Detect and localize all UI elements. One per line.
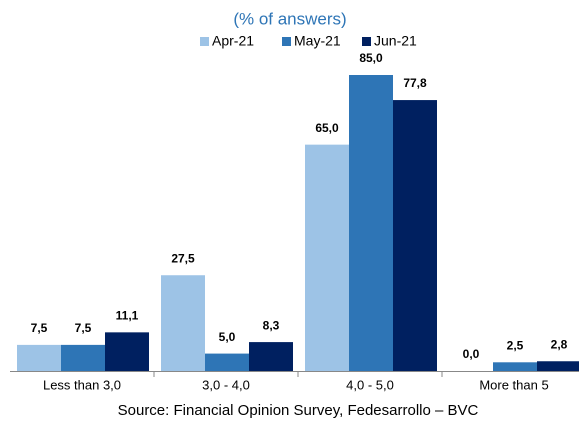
bar xyxy=(393,100,437,372)
data-label: 7,5 xyxy=(75,321,92,335)
data-label: 27,5 xyxy=(171,251,195,265)
data-label: 85,0 xyxy=(359,51,383,65)
bar xyxy=(61,344,105,371)
bar xyxy=(349,75,393,371)
data-label: 65,0 xyxy=(315,121,339,135)
bar xyxy=(537,361,579,371)
legend-label: Apr-21 xyxy=(212,33,254,49)
chart-subtitle: (% of answers) xyxy=(233,9,346,28)
data-label: 8,3 xyxy=(263,318,280,332)
bar xyxy=(105,332,149,371)
legend-swatch xyxy=(362,37,371,46)
bar xyxy=(493,362,537,371)
legend-swatch xyxy=(282,37,291,46)
x-tick-label: More than 5 xyxy=(479,377,548,392)
legend-label: Jun-21 xyxy=(374,33,417,49)
data-label: 2,8 xyxy=(551,337,568,351)
data-label: 11,1 xyxy=(116,309,139,323)
bar xyxy=(249,342,293,371)
data-label: 77,8 xyxy=(403,76,427,90)
data-label: 0,0 xyxy=(463,347,480,361)
data-label: 5,0 xyxy=(219,330,236,344)
bar xyxy=(17,344,61,371)
legend-label: May-21 xyxy=(294,33,341,49)
source-note: Source: Financial Opinion Survey, Fedesa… xyxy=(118,402,479,419)
bar xyxy=(205,353,249,371)
x-tick-label: Less than 3,0 xyxy=(43,377,121,392)
bar xyxy=(161,275,205,371)
data-label: 2,5 xyxy=(507,338,524,352)
x-tick-label: 4,0 - 5,0 xyxy=(346,377,394,392)
data-label: 7,5 xyxy=(31,321,48,335)
legend-swatch xyxy=(200,37,209,46)
bar xyxy=(305,144,349,371)
x-tick-label: 3,0 - 4,0 xyxy=(202,377,250,392)
